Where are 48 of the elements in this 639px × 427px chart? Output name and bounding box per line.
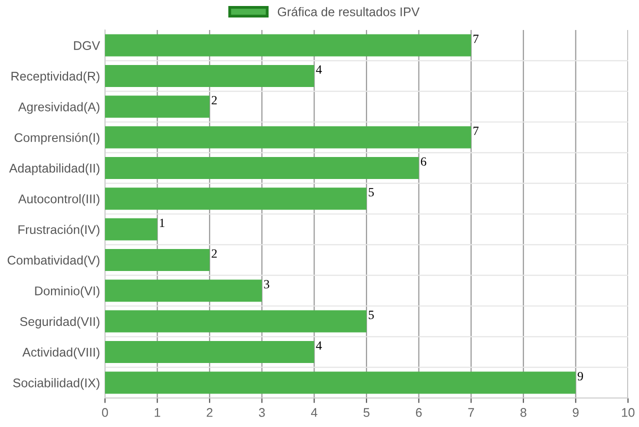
data-label: 7: [473, 34, 479, 43]
bar: [105, 218, 158, 240]
x-tick-label: 2: [206, 408, 212, 417]
y-tick-label: Agresividad(A): [18, 102, 100, 114]
x-tick-label: 9: [572, 408, 579, 417]
x-tick-label: 7: [468, 408, 474, 417]
x-tick-label: 1: [154, 408, 160, 417]
y-tick-label: Receptividad(R): [12, 71, 100, 84]
data-label: 4: [316, 341, 322, 350]
y-tick-label: Adaptabilidad(II): [9, 163, 100, 176]
data-label: 4: [316, 65, 322, 74]
data-label: 2: [212, 96, 217, 104]
bar: [105, 126, 472, 148]
data-label: 2: [212, 249, 217, 258]
data-label: 7: [473, 126, 479, 135]
y-tick-label: Sociabilidad(IX): [13, 378, 100, 390]
bar: [105, 156, 419, 180]
bar: [105, 96, 210, 118]
data-label: 6: [420, 157, 426, 166]
x-tick-label: 10: [622, 408, 634, 417]
bar: [105, 34, 472, 56]
y-tick-label: Actividad(VIII): [22, 347, 100, 360]
x-tick-label: 8: [520, 408, 526, 417]
legend-label: Gráfica de resultados IPV: [278, 6, 420, 16]
bar: [105, 188, 366, 210]
bar: [105, 372, 576, 394]
y-tick-label: Autocontrol(III): [18, 194, 100, 206]
x-tick-label: 6: [416, 408, 422, 417]
data-label: 9: [578, 372, 584, 380]
x-tick-label: 4: [311, 408, 318, 417]
x-tick-label: 0: [102, 408, 108, 417]
data-label: 3: [264, 280, 270, 288]
y-tick-label: Dominio(VI): [35, 286, 100, 298]
bar: [105, 280, 262, 302]
bar: [105, 64, 314, 88]
y-tick-label: Combatividad(V): [8, 255, 100, 268]
bar: [105, 248, 210, 272]
x-tick-label: 3: [258, 408, 265, 417]
y-tick-label: Frustración(IV): [18, 224, 100, 237]
y-tick-label: Seguridad(VII): [20, 316, 100, 328]
data-label: 5: [368, 188, 374, 196]
x-tick-label: 5: [364, 408, 370, 417]
data-label: 5: [368, 310, 374, 320]
y-tick-label: Comprensión(I): [14, 132, 100, 145]
bar: [105, 340, 314, 364]
bar: [105, 310, 366, 332]
y-tick-label: DGV: [74, 41, 100, 50]
data-label: 1: [160, 218, 164, 227]
